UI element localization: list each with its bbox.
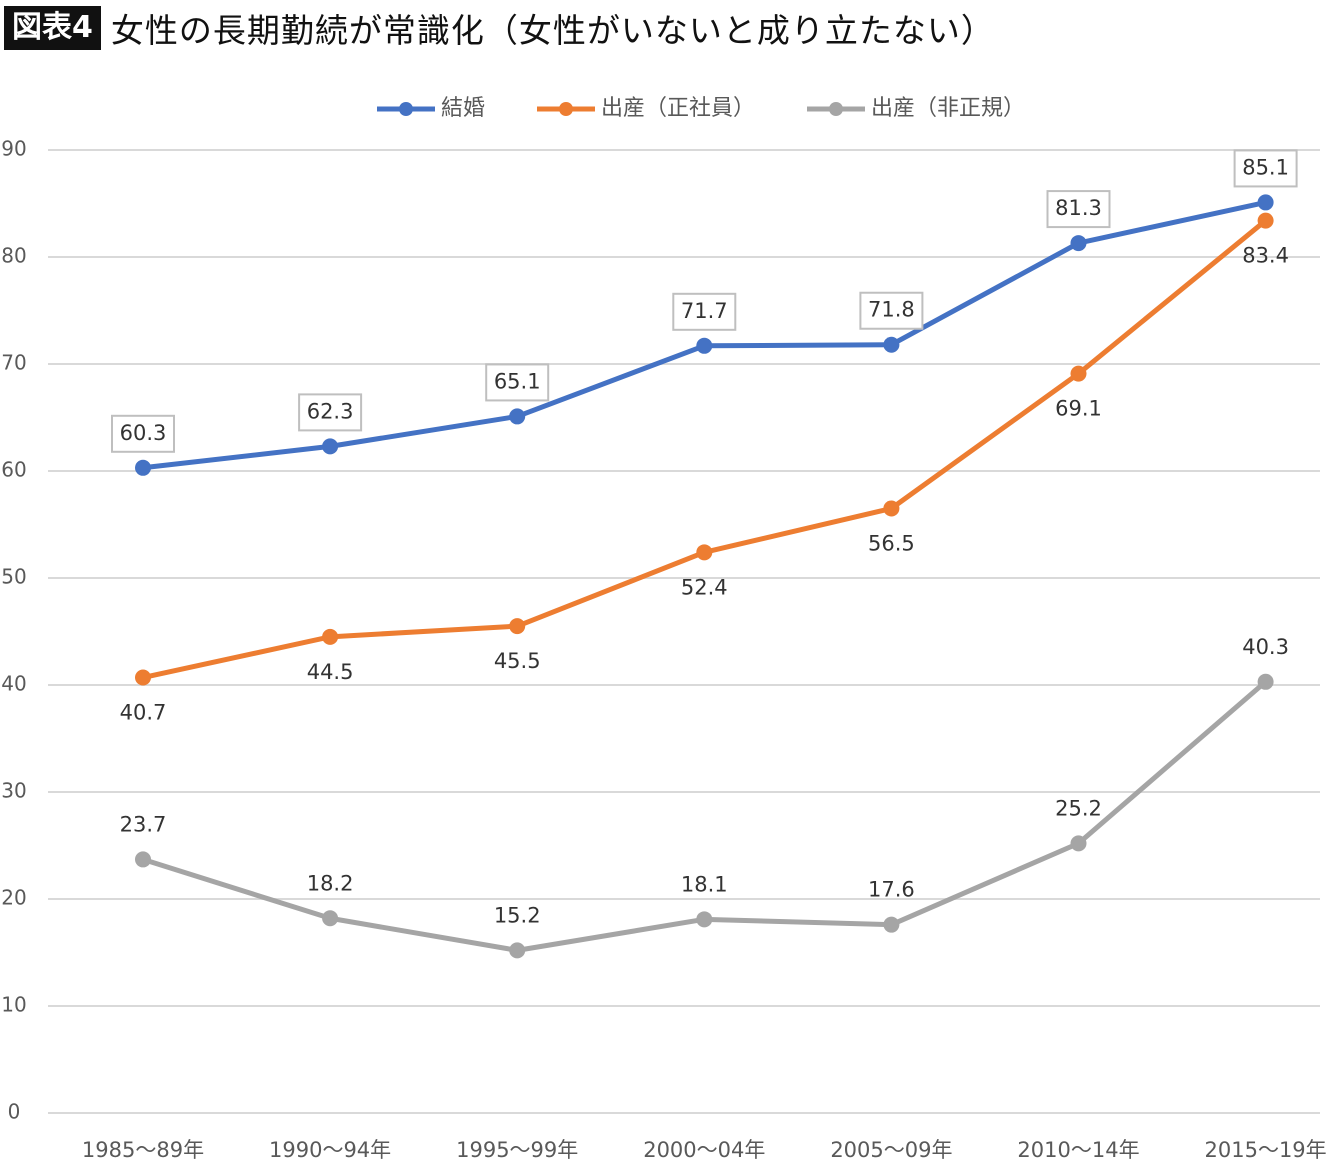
data-point-0-5	[1070, 235, 1087, 252]
data-label-0-4: 71.8	[868, 298, 915, 322]
data-label-1-2: 45.5	[494, 649, 541, 673]
data-label-1-6: 83.4	[1242, 244, 1289, 268]
y-tick-label-20: 20	[1, 886, 26, 910]
legend-marker-2	[829, 102, 843, 116]
data-label-box-0-2	[485, 363, 550, 402]
data-point-0-2	[509, 408, 526, 425]
data-point-0-1	[322, 438, 339, 455]
data-point-2-0	[135, 851, 151, 868]
data-label-box-0-1	[298, 393, 363, 432]
data-label-2-3: 18.1	[681, 872, 728, 896]
x-tick-label-4: 2005～09年	[830, 1138, 952, 1162]
data-label-box-0-4	[859, 291, 924, 330]
data-label-1-0: 40.7	[120, 701, 167, 725]
data-point-2-3	[696, 911, 713, 928]
data-point-0-3	[696, 337, 713, 354]
data-label-2-6: 40.3	[1242, 635, 1289, 659]
data-label-0-1: 62.3	[307, 399, 354, 423]
y-tick-label-30: 30	[1, 779, 26, 803]
y-tick-label-60: 60	[1, 458, 26, 482]
data-point-0-0	[135, 459, 151, 476]
legend-label-1: 出産（正社員）	[601, 96, 755, 121]
y-tick-label-50: 50	[1, 565, 26, 589]
y-tick-label-10: 10	[1, 993, 26, 1017]
data-label-1-4: 56.5	[868, 531, 915, 555]
legend-label-0: 結婚	[441, 96, 485, 121]
x-tick-label-5: 2010～14年	[1017, 1138, 1139, 1162]
title-text: 女性の長期勤続が常識化（女性がいないと成り立たない）	[110, 11, 995, 50]
data-label-0-3: 71.7	[681, 299, 728, 323]
legend-label-2: 出産（非正規）	[871, 96, 1025, 121]
data-label-0-5: 81.3	[1055, 196, 1102, 220]
data-label-2-2: 15.2	[494, 903, 541, 927]
x-tick-label-1: 1990～94年	[269, 1138, 391, 1162]
legend-marker-0	[399, 102, 413, 116]
chart-title: 図表4 女性の長期勤続が常識化（女性がいないと成り立たない）	[4, 4, 995, 52]
data-label-2-0: 23.7	[120, 812, 167, 836]
data-point-0-6	[1257, 194, 1274, 211]
data-label-1-3: 52.4	[681, 575, 728, 599]
x-tick-label-0: 1985～89年	[82, 1138, 204, 1162]
data-label-0-0: 60.3	[120, 421, 167, 445]
data-point-1-6	[1257, 212, 1274, 229]
data-label-box-0-3	[672, 292, 737, 331]
data-point-2-5	[1070, 835, 1087, 852]
x-tick-label-3: 2000～04年	[643, 1138, 765, 1162]
data-point-1-0	[135, 669, 151, 686]
data-point-1-1	[322, 628, 339, 645]
figure-badge: 図表4	[4, 6, 101, 50]
data-label-0-6: 85.1	[1242, 155, 1289, 179]
y-tick-label-40: 40	[1, 672, 26, 696]
data-point-1-3	[696, 544, 713, 561]
data-label-box-0-0	[111, 414, 175, 453]
data-point-2-2	[509, 942, 526, 959]
x-tick-label-6: 2015～19年	[1205, 1138, 1327, 1162]
data-label-box-0-5	[1046, 190, 1111, 229]
data-label-1-5: 69.1	[1055, 397, 1102, 421]
y-tick-label-70: 70	[1, 351, 26, 375]
y-tick-label-90: 90	[1, 137, 26, 161]
data-label-box-0-6	[1233, 149, 1298, 188]
data-point-1-2	[509, 618, 526, 635]
legend-marker-1	[559, 102, 573, 116]
data-point-2-1	[322, 910, 339, 927]
data-label-2-1: 18.2	[307, 871, 354, 895]
y-tick-label-0: 0	[8, 1100, 21, 1124]
data-point-1-4	[883, 500, 900, 517]
data-label-0-2: 65.1	[494, 369, 541, 393]
data-label-2-5: 25.2	[1055, 796, 1102, 820]
y-tick-label-80: 80	[1, 244, 26, 268]
data-label-1-1: 44.5	[307, 660, 354, 684]
data-point-0-4	[883, 336, 900, 353]
x-tick-label-2: 1995～99年	[456, 1138, 578, 1162]
data-label-2-4: 17.6	[868, 878, 915, 902]
data-point-1-5	[1070, 365, 1087, 382]
data-point-2-4	[883, 916, 900, 933]
data-point-2-6	[1257, 673, 1274, 690]
